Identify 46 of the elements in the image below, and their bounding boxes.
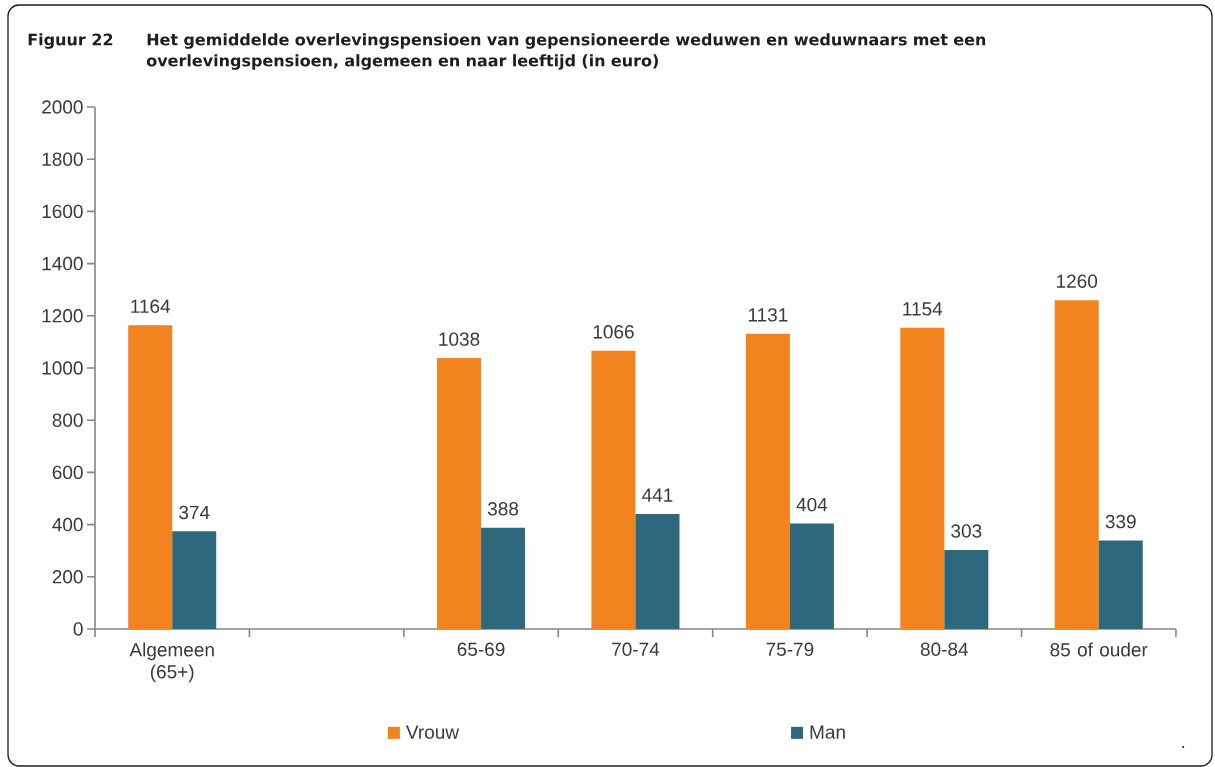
data-label: 1154: [903, 302, 943, 316]
bar: [745, 333, 790, 629]
y-tick-label: 400: [52, 517, 83, 532]
bar: [1098, 540, 1143, 629]
y-tick-label: 1600: [42, 204, 83, 219]
data-label: 404: [796, 497, 828, 512]
x-tick-label: Algemeen (65+): [129, 642, 214, 683]
data-label: 1164: [131, 299, 171, 313]
legend-label: Man: [810, 725, 845, 739]
bar: [944, 549, 989, 629]
bar: [900, 327, 945, 629]
legend-label: Vrouw: [405, 725, 460, 739]
data-label: 339: [1105, 514, 1136, 529]
bar: [172, 531, 217, 629]
bar: [437, 358, 482, 629]
bar: [591, 350, 636, 629]
data-label: 441: [642, 488, 673, 502]
y-tick-label: 1400: [42, 256, 83, 271]
bar: [1054, 300, 1099, 629]
x-tick-label: 85 of ouder: [1050, 642, 1148, 657]
y-tick-label: 800: [52, 413, 83, 427]
bar: [481, 527, 526, 629]
bar: [635, 513, 680, 629]
y-tick-label: 1800: [42, 152, 83, 166]
data-label: 1260: [1057, 274, 1098, 288]
text: .: [1182, 745, 1185, 748]
y-tick-label: 0: [73, 622, 83, 636]
data-label: 388: [487, 502, 519, 516]
chart-subtitle: Het gemiddelde overlevingspensioen van gepensioneerde weduwen en weduwnaars met een overlevingspensioen, algemeen en naar leeftijd (in euro): [146, 33, 986, 70]
y-tick-label: 2000: [42, 100, 83, 114]
data-label: 374: [179, 505, 210, 520]
x-tick-label: 75-79: [766, 642, 814, 656]
y-tick-label: 1000: [42, 361, 83, 375]
x-tick-label: 65-69: [457, 642, 505, 656]
y-tick-label: 200: [52, 570, 83, 584]
data-label: 1066: [593, 325, 634, 339]
y-tick-label: 600: [52, 465, 83, 480]
data-label: 1038: [439, 332, 480, 346]
x-tick-label: 80-84: [920, 642, 969, 656]
y-tick-label: 1200: [42, 309, 83, 323]
bar: [789, 523, 834, 629]
x-tick-label: 70-74: [612, 642, 660, 656]
data-label: 1131: [748, 308, 788, 322]
data-label: 303: [951, 524, 982, 538]
bar: [128, 325, 173, 629]
chart-title: Figuur 22: [28, 33, 113, 49]
